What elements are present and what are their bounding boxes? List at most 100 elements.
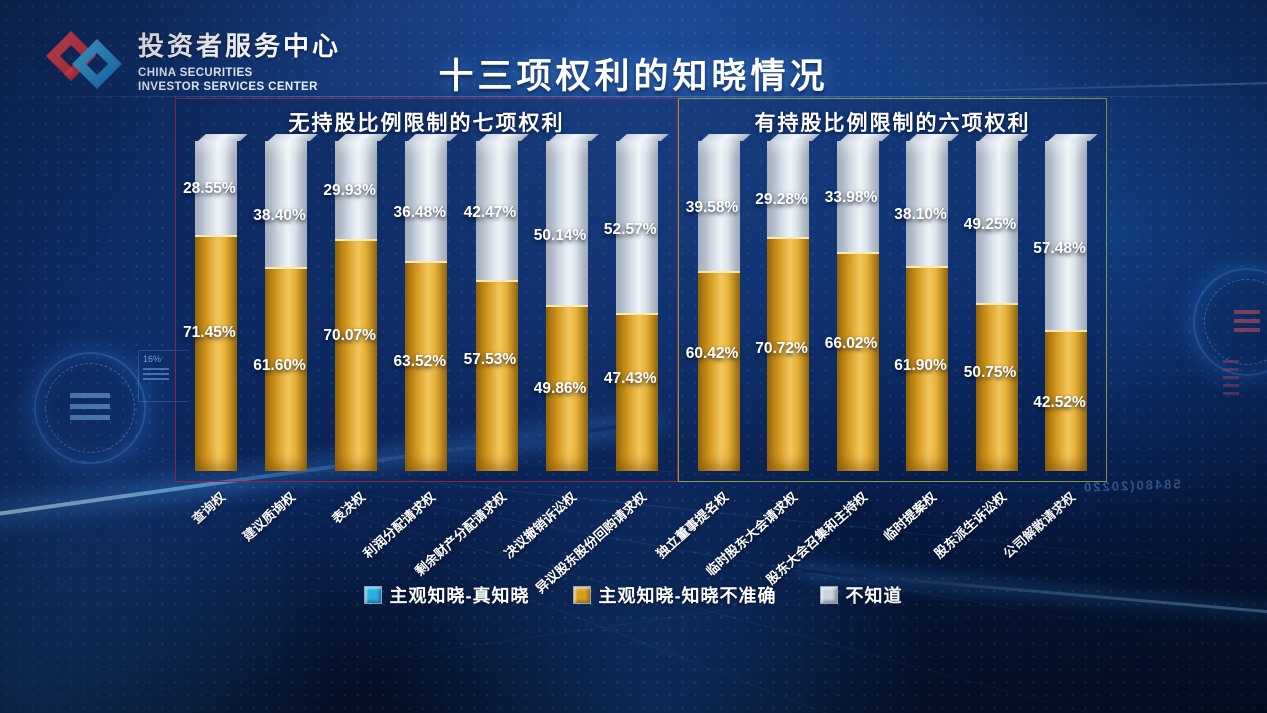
bar-slot: 29.93% 70.07% 表决权	[321, 134, 391, 526]
hud-list-icon-red	[1234, 310, 1260, 334]
bar-percent-label-unknown: 39.58%	[685, 198, 739, 216]
bar-percent-label-unknown: 57.48%	[1033, 239, 1086, 257]
bar-column: 39.58% 60.42%	[686, 134, 751, 471]
bar-slot: 28.55% 71.45% 查询权	[181, 134, 251, 526]
bar-segment-known-inaccurate	[475, 280, 518, 471]
group-title: 有持股比例限制的六项权利	[754, 112, 1031, 135]
brand-text: 投资者服务中心 CHINA SECURITIES INVESTOR SERVIC…	[138, 26, 341, 95]
bar-category-label: 查询权	[189, 489, 229, 527]
bar-percent-label-unknown: 50.14%	[533, 227, 587, 245]
bar-segment-unknown	[906, 141, 949, 266]
bar-segment-unknown	[265, 141, 308, 267]
legend-swatch-gold	[573, 587, 590, 603]
hud-red-ticks	[1223, 360, 1239, 396]
legend-item-true-aware: 主观知晓-真知晓	[364, 582, 530, 608]
bar-percent-label-known-inaccurate: 66.02%	[824, 334, 878, 352]
bar-column: 52.57% 47.43%	[604, 134, 669, 471]
bar-top-cap	[408, 134, 459, 141]
bar-percent-label-known-inaccurate: 61.60%	[253, 357, 306, 375]
bar-percent-label-unknown: 42.47%	[463, 203, 517, 221]
bar-percent-label-unknown: 28.55%	[183, 179, 236, 197]
bar-slot: 36.48% 63.52% 利润分配请求权	[361, 134, 461, 561]
bar-percent-label-known-inaccurate: 71.45%	[183, 324, 236, 342]
bars-row: 28.55% 71.45% 查询权 38.40% 61.60% 建议质询权 29.93% 70…	[181, 134, 672, 596]
legend-item-inaccurate-aware: 主观知晓-知晓不准确	[573, 582, 777, 608]
bar-top-cap	[548, 134, 599, 141]
bar-percent-label-unknown: 29.28%	[755, 191, 808, 209]
bar-slot: 49.25% 50.75% 股东派生诉讼权	[931, 134, 1032, 561]
bar-top-cap	[198, 134, 248, 141]
legend-item-unknown: 不知道	[820, 582, 903, 608]
bar-category-label: 股东派生诉讼权	[931, 489, 1009, 562]
group-box-with-shareholding-limit: 有持股比例限制的六项权利 39.58% 60.42% 独立董事提名权 29.28% 70…	[653, 98, 1107, 587]
bar-percent-label-unknown: 38.40%	[253, 206, 306, 224]
bar-percent-label-known-inaccurate: 61.90%	[894, 356, 947, 374]
bar-top-cap	[700, 134, 751, 141]
bar-percent-label-known-inaccurate: 70.72%	[755, 339, 808, 357]
legend-swatch-blue	[364, 587, 381, 603]
bar-segment-known-inaccurate	[335, 239, 378, 471]
bar-column: 49.25% 50.75%	[964, 134, 1029, 471]
bar-percent-label-known-inaccurate: 63.52%	[393, 353, 447, 371]
bar-slot: 38.10% 61.90% 临时提案权	[881, 134, 963, 544]
bar-segment-unknown	[1045, 141, 1088, 330]
bar-top-cap	[770, 134, 821, 141]
bar-top-cap	[618, 134, 669, 141]
header: 投资者服务中心 CHINA SECURITIES INVESTOR SERVIC…	[44, 26, 341, 95]
bar-column: 38.40% 61.60%	[253, 134, 318, 471]
csisc-logo	[46, 31, 122, 90]
bar-segment-unknown	[405, 141, 448, 261]
bar-slot: 57.48% 42.52% 公司解散请求权	[1001, 134, 1102, 561]
bar-column: 38.10% 61.90%	[894, 134, 960, 471]
bar-slot: 33.98% 66.02% 股东大会召集和主持权	[763, 134, 893, 587]
bar-top-cap	[909, 134, 960, 141]
bar-column: 33.98% 66.02%	[825, 134, 890, 471]
bar-slot: 50.14% 49.86% 决议撤销诉讼权	[501, 134, 602, 561]
bar-percent-label-unknown: 29.93%	[323, 182, 376, 200]
bar-column: 57.48% 42.52%	[1033, 134, 1099, 471]
bar-percent-label-known-inaccurate: 42.52%	[1033, 393, 1086, 411]
bar-percent-label-known-inaccurate: 47.43%	[603, 370, 657, 388]
bar-segment-known-inaccurate	[615, 313, 658, 471]
brand-name-cn: 投资者服务中心	[138, 31, 342, 61]
bar-top-cap	[268, 134, 318, 141]
bar-percent-label-unknown: 52.57%	[603, 221, 657, 239]
bar-top-cap	[978, 134, 1029, 141]
bar-percent-label-known-inaccurate: 50.75%	[963, 363, 1017, 381]
bar-percent-label-unknown: 38.10%	[894, 206, 947, 224]
perspective-line	[0, 515, 1267, 713]
bar-top-cap	[839, 134, 890, 141]
bar-slot: 42.47% 57.53% 剩余财产分配请求权	[412, 134, 532, 579]
bar-column: 50.14% 49.86%	[534, 134, 599, 471]
bar-column: 28.55% 71.45%	[183, 134, 248, 471]
bar-slot: 38.40% 61.60% 建议质询权	[240, 134, 321, 544]
hud-mini-panel-value: 16%	[143, 354, 162, 364]
bar-segment-known-inaccurate	[836, 252, 879, 471]
bar-segment-known-inaccurate	[195, 234, 238, 471]
bar-slot: 39.58% 60.42% 独立董事提名权	[653, 134, 754, 561]
bar-category-label: 建议质询权	[239, 489, 299, 544]
brand-name-en: CHINA SECURITIES INVESTOR SERVICES CENTE…	[138, 67, 318, 94]
bar-category-label: 公司解散请求权	[1000, 489, 1079, 562]
group-box-no-shareholding-limit: 无持股比例限制的七项权利 28.55% 71.45% 查询权 38.40% 61.60%…	[175, 98, 678, 596]
bar-percent-label-known-inaccurate: 57.53%	[463, 350, 517, 368]
bar-percent-label-unknown: 33.98%	[824, 189, 878, 207]
bar-segment-unknown	[767, 141, 810, 238]
bar-percent-label-known-inaccurate: 49.86%	[533, 379, 587, 397]
bar-column: 29.93% 70.07%	[323, 134, 389, 471]
bar-slot: 52.57% 47.43% 异议股东股份回购请求权	[533, 134, 672, 596]
bar-column: 29.28% 70.72%	[755, 134, 821, 471]
bar-percent-label-known-inaccurate: 70.07%	[323, 326, 376, 344]
bar-segment-unknown	[545, 141, 588, 306]
bar-segment-known-inaccurate	[975, 302, 1018, 471]
bar-column: 36.48% 63.52%	[393, 134, 459, 471]
chart-legend: 主观知晓-真知晓 主观知晓-知晓不准确 不知道	[0, 582, 1267, 608]
legend-swatch-white	[820, 587, 837, 603]
bar-segment-known-inaccurate	[697, 270, 740, 471]
bar-category-label: 临时提案权	[880, 489, 940, 544]
hud-mini-panel-rows	[143, 368, 169, 382]
bar-top-cap	[478, 134, 529, 141]
bar-percent-label-unknown: 49.25%	[963, 215, 1017, 233]
bar-slot: 29.28% 70.72% 临时股东大会请求权	[703, 134, 824, 579]
